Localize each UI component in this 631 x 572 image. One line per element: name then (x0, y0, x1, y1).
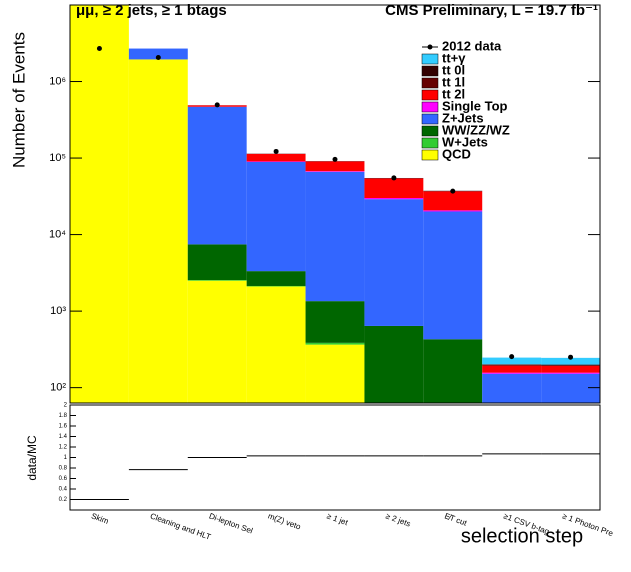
data-point (273, 148, 279, 154)
bar-segment (423, 210, 483, 212)
legend-label: Single Top (442, 98, 508, 113)
bar-segment (246, 271, 306, 286)
bar-segment (364, 178, 424, 199)
legend-swatch (421, 125, 439, 137)
legend-swatch (421, 53, 439, 65)
bar-segment (246, 153, 306, 162)
x-tick-label: m(Z) veto (267, 511, 303, 531)
bar-segment (305, 161, 365, 172)
x-tick-label: ≥ 2 jets (384, 511, 411, 528)
plot-area (70, 5, 600, 403)
data-point (391, 175, 397, 181)
bar-segment (423, 191, 483, 211)
bar-segment (187, 280, 247, 403)
bar-segment (482, 365, 542, 373)
y-tick-label: 10⁶ (49, 75, 66, 87)
ratio-y-tick-label: 0.4 (59, 487, 68, 493)
bar-segment (128, 48, 188, 60)
legend-label: 2012 data (442, 38, 502, 53)
legend-label: tt 0l (442, 62, 465, 77)
ratio-y-tick-label: 1 (64, 455, 68, 461)
x-tick-label: Di-lepton Sel (208, 511, 254, 535)
bar-segment (187, 244, 247, 281)
legend-swatch (421, 113, 439, 125)
legend-swatch (421, 101, 439, 113)
data-point (155, 55, 161, 61)
bar-segment (364, 199, 424, 326)
bar-segment (128, 59, 188, 403)
bar-segment (541, 365, 600, 373)
bar-segment (541, 364, 600, 366)
x-tick-label: Cleaning and HLT (149, 511, 212, 541)
ratio-y-tick-label: 0.6 (59, 476, 68, 482)
legend-label: tt 2l (442, 86, 465, 101)
bar-segment (246, 161, 306, 162)
legend-label: W+Jets (442, 134, 488, 149)
ratio-y-tick-label: 2 (64, 403, 68, 409)
bar-segment (482, 357, 542, 365)
bar-segment (246, 161, 306, 272)
bar-segment (482, 364, 542, 366)
ratio-y-tick-label: 1.4 (59, 434, 68, 440)
bar-segment (305, 344, 365, 403)
bar-segment (541, 365, 600, 366)
bar-segment (70, 5, 129, 403)
title-right: CMS Preliminary, L = 19.7 fb⁻¹ (385, 2, 598, 19)
legend-label: tt+γ (442, 50, 466, 65)
bar-segment (482, 372, 542, 374)
ratio-y-label: data/MC (25, 435, 39, 481)
legend-swatch (421, 89, 439, 101)
x-label: selection step (461, 525, 583, 547)
legend-swatch (421, 137, 439, 149)
bar-segment (246, 286, 306, 403)
y-tick-label: 10² (50, 382, 66, 394)
legend-swatch (421, 77, 439, 89)
bar-segment (541, 373, 600, 403)
y-tick-label: 10⁴ (49, 228, 66, 240)
x-tick-label: ≥ 1 jet (326, 511, 350, 527)
ratio-frame (69, 404, 601, 511)
bar-segment (482, 373, 542, 403)
ratio-y-tick-label: 1.8 (59, 413, 68, 419)
bar-segment (423, 211, 483, 340)
legend-label: QCD (442, 146, 471, 161)
y-tick-label: 10³ (50, 305, 66, 317)
frame (69, 4, 601, 404)
ratio-y-tick-label: 0.2 (59, 497, 68, 503)
data-point (450, 188, 456, 194)
x-tick-label: E̸T cut (443, 511, 468, 528)
bar-segment (187, 106, 247, 245)
legend-label: Z+Jets (442, 110, 484, 125)
data-point (214, 102, 220, 108)
bar-segment (305, 171, 365, 302)
y-label: Number of Events (9, 32, 28, 168)
bar-segment (305, 301, 365, 343)
data-point (96, 46, 102, 52)
y-tick-label: 10⁵ (49, 152, 66, 164)
legend-swatch (421, 149, 439, 161)
bar-segment (305, 342, 365, 345)
bar-segment (305, 171, 365, 172)
legend-label: tt 1l (442, 74, 465, 89)
legend-label: WW/ZZ/WZ (442, 122, 510, 137)
ratio-y-tick-label: 1.6 (59, 424, 68, 430)
data-point (568, 354, 574, 360)
x-tick-label: Skim (90, 511, 110, 526)
bar-segment (187, 280, 247, 281)
data-point (509, 354, 515, 360)
ratio-y-tick-label: 1.2 (59, 445, 68, 451)
bar-segment (364, 325, 424, 403)
bar-segment (541, 372, 600, 374)
ratio-y-tick-label: 0.8 (59, 466, 68, 472)
bar-segment (541, 357, 600, 365)
legend-swatch (421, 65, 439, 77)
legend-marker (427, 44, 433, 50)
title: μμ, ≥ 2 jets, ≥ 1 btags (76, 2, 227, 19)
bar-segment (364, 198, 424, 200)
data-point (332, 156, 338, 162)
bar-segment (423, 339, 483, 403)
